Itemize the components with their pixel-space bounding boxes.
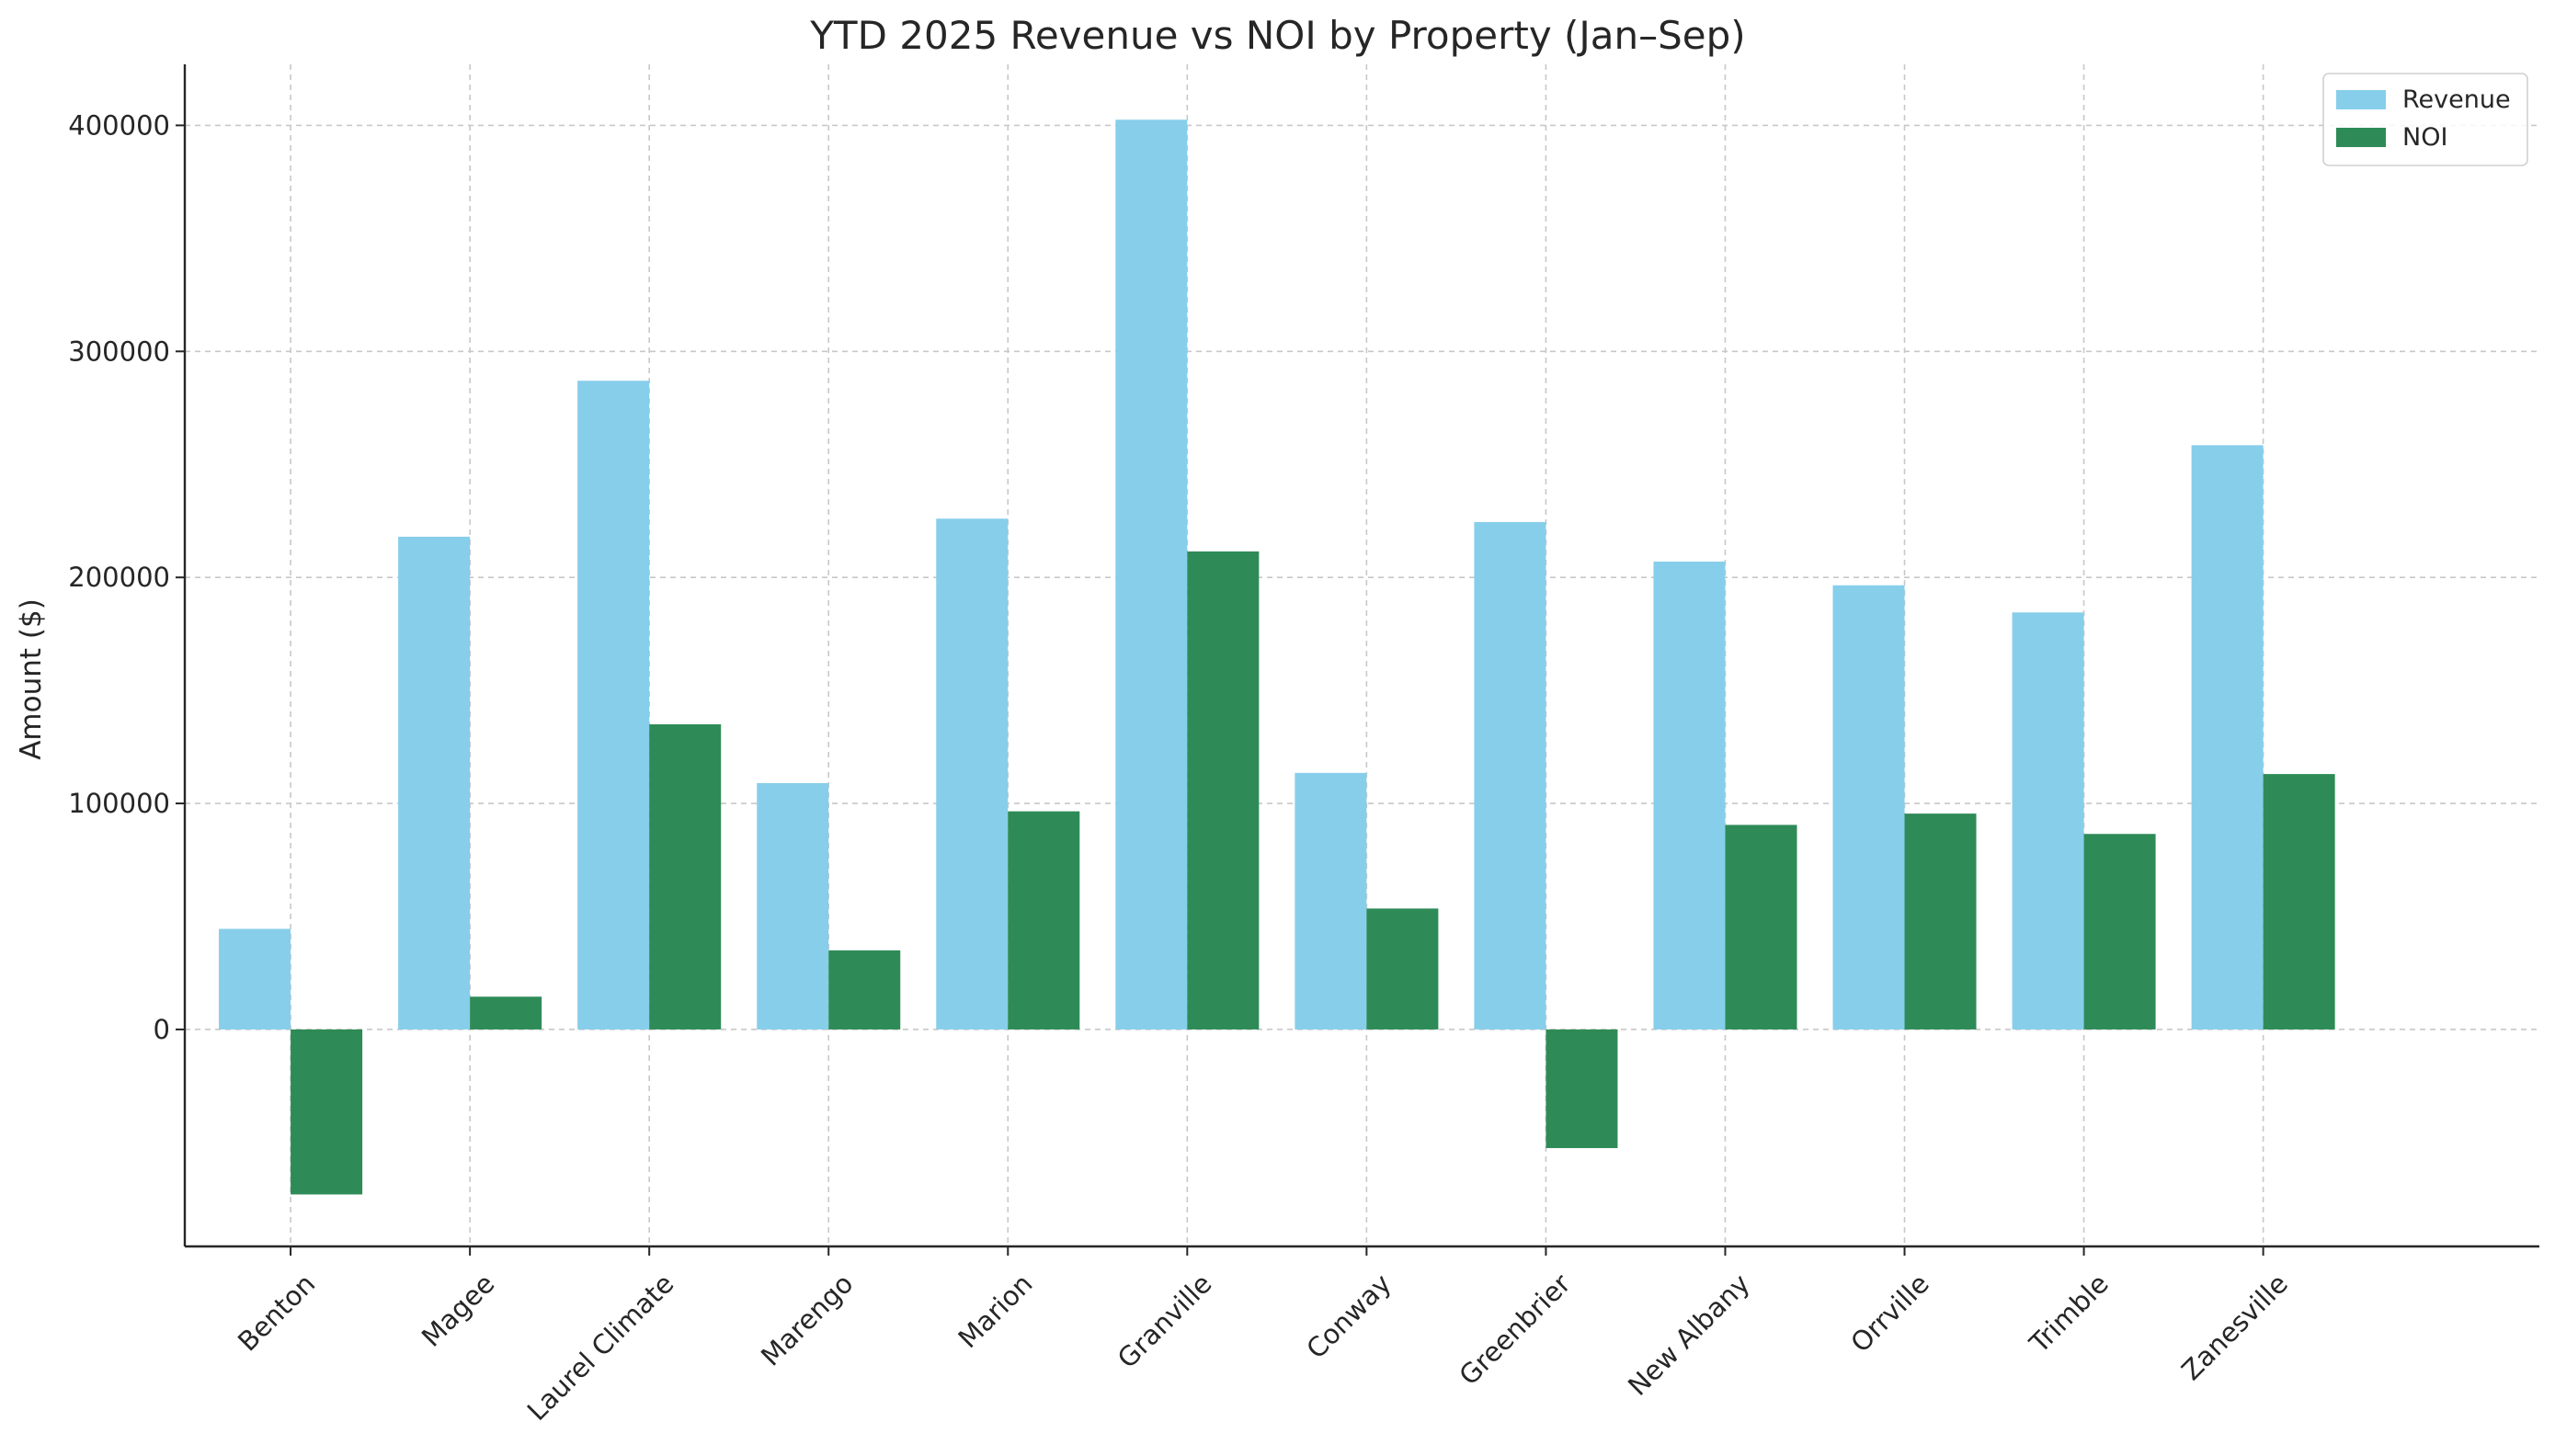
y-tick-label: 200000 <box>68 562 170 593</box>
bar-revenue-granville <box>1115 119 1188 1029</box>
bar-revenue-benton <box>219 928 291 1029</box>
x-tick-label: Zanesville <box>2175 1268 2294 1386</box>
bar-noi-laurel-climate <box>649 723 722 1029</box>
x-tick-label: Orrville <box>1844 1268 1935 1359</box>
x-tick-label: Conway <box>1300 1268 1397 1364</box>
legend-label-revenue: Revenue <box>2402 85 2511 114</box>
bar-noi-marengo <box>828 950 901 1029</box>
x-tick-label: New Albany <box>1622 1268 1756 1402</box>
bar-noi-zanesville <box>2263 774 2335 1029</box>
bar-noi-granville <box>1187 551 1260 1029</box>
x-tick-label: Benton <box>232 1268 321 1357</box>
x-tick-label: Granville <box>1112 1268 1218 1374</box>
grid-lines <box>185 64 2539 1246</box>
legend: Revenue NOI <box>2322 73 2528 166</box>
bar-revenue-new-albany <box>1653 561 1726 1029</box>
chart-title: YTD 2025 Revenue vs NOI by Property (Jan… <box>809 13 1745 58</box>
bar-revenue-zanesville <box>2191 445 2264 1029</box>
bar-noi-greenbrier <box>1546 1029 1618 1149</box>
y-tick-label: 400000 <box>68 109 170 141</box>
bar-revenue-trimble <box>2012 612 2084 1029</box>
y-axis-label: Amount ($) <box>15 598 48 760</box>
bar-revenue-marengo <box>757 782 829 1029</box>
x-tick-label: Marengo <box>755 1268 859 1371</box>
bar-noi-magee <box>470 996 542 1029</box>
bar-noi-marion <box>1008 811 1080 1029</box>
bar-noi-trimble <box>2083 834 2156 1029</box>
x-tick-label: Magee <box>416 1268 501 1353</box>
legend-swatch-noi <box>2336 128 2386 147</box>
y-tick-label: 300000 <box>68 336 170 367</box>
y-tick-label: 0 <box>154 1014 170 1045</box>
bar-revenue-greenbrier <box>1474 521 1546 1029</box>
bar-noi-orrville <box>1904 813 1977 1029</box>
bars <box>219 119 2335 1195</box>
x-tick-label: Marion <box>952 1268 1039 1354</box>
bar-revenue-orrville <box>1832 585 1905 1029</box>
bar-noi-benton <box>291 1029 363 1195</box>
bar-revenue-magee <box>398 536 471 1029</box>
legend-swatch-revenue <box>2336 90 2386 109</box>
x-tick-label: Trimble <box>2023 1268 2115 1359</box>
axes <box>176 64 2539 1256</box>
bar-noi-conway <box>1366 908 1439 1029</box>
bar-revenue-marion <box>936 518 1009 1029</box>
x-tick-label: Laurel Climate <box>521 1268 680 1427</box>
bar-noi-new-albany <box>1725 825 1797 1029</box>
bar-revenue-conway <box>1295 772 1367 1029</box>
x-tick-label: Greenbrier <box>1453 1268 1576 1391</box>
legend-label-noi: NOI <box>2402 123 2447 152</box>
bar-revenue-laurel-climate <box>577 381 650 1029</box>
y-tick-label: 100000 <box>68 788 170 819</box>
